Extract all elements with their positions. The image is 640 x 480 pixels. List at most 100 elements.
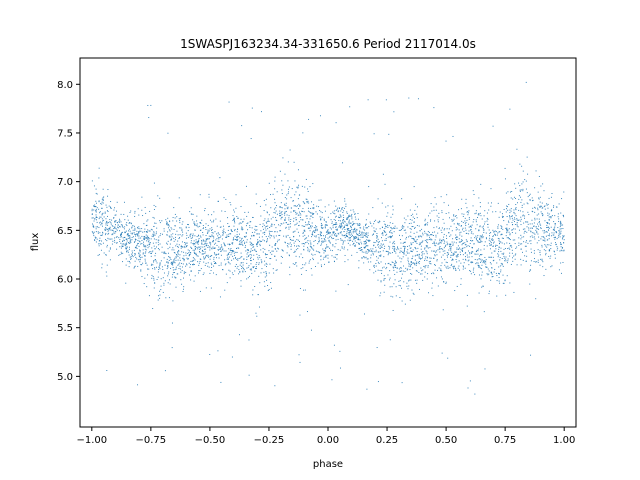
- data-point: [102, 199, 104, 201]
- data-point: [430, 263, 432, 265]
- data-point: [283, 235, 285, 237]
- data-point: [171, 263, 173, 265]
- data-point: [563, 191, 565, 193]
- data-point: [172, 220, 174, 222]
- data-point: [113, 231, 115, 233]
- data-point: [527, 196, 529, 198]
- data-point: [548, 213, 550, 215]
- data-point: [290, 239, 292, 241]
- data-point: [328, 240, 330, 242]
- data-point: [192, 233, 194, 235]
- data-point: [264, 248, 266, 250]
- data-point: [313, 230, 315, 232]
- data-point: [190, 207, 192, 209]
- data-point: [265, 257, 267, 259]
- data-point: [547, 222, 549, 224]
- data-point: [333, 256, 335, 258]
- data-point: [146, 237, 148, 239]
- data-point: [232, 215, 234, 217]
- data-point: [429, 260, 431, 262]
- data-point: [325, 255, 327, 257]
- data-point: [363, 262, 365, 264]
- data-point: [234, 265, 236, 267]
- data-point: [143, 283, 145, 285]
- data-point: [393, 265, 395, 267]
- data-point: [227, 243, 229, 245]
- data-point: [480, 215, 482, 217]
- data-point: [550, 226, 552, 228]
- data-point: [220, 244, 222, 246]
- data-point: [312, 217, 314, 219]
- data-point: [143, 245, 145, 247]
- data-point: [310, 207, 312, 209]
- data-point: [544, 231, 546, 233]
- data-point: [174, 262, 176, 264]
- data-point: [389, 241, 391, 243]
- data-point: [143, 236, 145, 238]
- data-point: [344, 240, 346, 242]
- data-point: [355, 231, 357, 233]
- data-point: [549, 249, 551, 251]
- data-point: [518, 182, 520, 184]
- data-point: [326, 231, 328, 233]
- data-point: [205, 254, 207, 256]
- data-point: [138, 253, 140, 255]
- data-point: [506, 229, 508, 231]
- data-point: [523, 203, 525, 205]
- data-point: [175, 268, 177, 270]
- data-point: [95, 188, 97, 190]
- data-point: [538, 220, 540, 222]
- data-point: [247, 249, 249, 251]
- data-point: [250, 258, 252, 260]
- data-point: [378, 255, 380, 257]
- data-point: [252, 246, 254, 248]
- data-point: [284, 204, 286, 206]
- data-point: [439, 251, 441, 253]
- data-point: [340, 227, 341, 229]
- data-point: [515, 187, 517, 189]
- data-point: [188, 250, 190, 252]
- data-point: [110, 223, 112, 225]
- data-point: [307, 200, 309, 202]
- data-point: [363, 234, 365, 236]
- data-point: [276, 269, 278, 271]
- data-point: [336, 223, 338, 225]
- data-point: [461, 248, 463, 250]
- data-point: [379, 228, 381, 230]
- data-point: [250, 248, 252, 250]
- data-point: [323, 219, 325, 221]
- data-point: [450, 248, 452, 250]
- data-point: [240, 285, 242, 287]
- data-point: [209, 256, 211, 258]
- data-point: [312, 234, 314, 236]
- data-point: [409, 266, 411, 268]
- data-point: [286, 214, 288, 216]
- data-point: [239, 237, 241, 239]
- data-point: [394, 279, 396, 281]
- data-point: [172, 262, 174, 264]
- data-point: [229, 244, 230, 246]
- data-point: [145, 245, 146, 247]
- data-point: [157, 244, 159, 246]
- data-point: [119, 225, 121, 227]
- data-point: [155, 259, 157, 260]
- data-point: [411, 257, 413, 259]
- data-point: [414, 246, 416, 248]
- data-point: [293, 242, 295, 244]
- data-point: [268, 272, 270, 274]
- data-point: [242, 239, 244, 241]
- data-point: [121, 231, 123, 233]
- data-point: [333, 224, 335, 226]
- data-point: [520, 220, 522, 222]
- data-point: [368, 240, 370, 242]
- data-point: [237, 217, 239, 219]
- data-point: [239, 244, 241, 246]
- data-point: [316, 230, 318, 232]
- data-point: [442, 254, 444, 256]
- data-point: [144, 248, 146, 250]
- data-point: [187, 258, 189, 260]
- data-point: [236, 258, 238, 260]
- data-point: [307, 207, 309, 209]
- data-point: [392, 213, 394, 215]
- data-point: [282, 249, 284, 251]
